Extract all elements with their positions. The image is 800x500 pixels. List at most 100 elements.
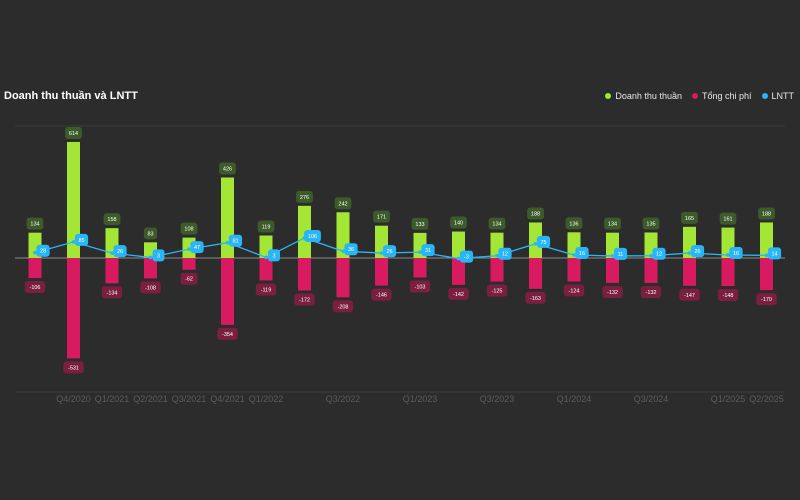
profit-label: 85 <box>78 238 84 244</box>
profit-label: 36 <box>348 247 354 253</box>
profit-point <box>764 253 769 258</box>
revenue-label-bg <box>143 227 158 240</box>
revenue-label-bg <box>411 217 429 230</box>
cost-label-bg <box>63 361 84 374</box>
legend-item-cost[interactable]: Tổng chi phí <box>691 91 752 101</box>
cost-bar <box>259 258 273 281</box>
cost-label: -170 <box>761 297 772 303</box>
profit-label: 16 <box>579 251 585 257</box>
profit-label-bg <box>536 235 551 248</box>
revenue-label-bg <box>219 162 236 175</box>
cost-label: -106 <box>29 285 40 291</box>
revenue-bar <box>529 222 542 258</box>
profit-label: 31 <box>425 248 431 254</box>
cost-label-bg <box>756 293 777 306</box>
profit-label-bg <box>575 246 589 259</box>
revenue-label-bg <box>65 126 82 139</box>
cost-bar <box>105 258 119 284</box>
profit-label: 16 <box>733 251 739 257</box>
legend-label-profit: LNTT <box>771 91 795 101</box>
revenue-label: 242 <box>338 201 347 207</box>
cost-bar <box>28 258 42 279</box>
profit-point <box>495 253 499 258</box>
cost-label: -132 <box>645 290 656 296</box>
profit-label-bg <box>344 243 358 256</box>
cost-label: -132 <box>607 290 618 296</box>
revenue-label: 119 <box>262 225 271 231</box>
profit-label: 28 <box>40 249 46 255</box>
profit-point <box>379 251 384 255</box>
cost-label-bg <box>371 288 392 301</box>
revenue-label: 108 <box>184 227 193 233</box>
profit-label-bg <box>421 244 435 257</box>
cost-label: -142 <box>453 292 464 298</box>
legend-label-cost: Tổng chi phí <box>701 91 752 101</box>
cost-bar <box>67 258 80 359</box>
revenue-label-bg <box>758 207 775 220</box>
cost-label: -354 <box>222 332 233 338</box>
revenue-label-bg <box>681 211 698 224</box>
cost-bar <box>182 258 196 270</box>
cost-label-bg <box>294 293 315 306</box>
x-tick-label: Q1/2024 <box>557 394 592 404</box>
cost-label: -125 <box>491 289 502 295</box>
cost-label: -208 <box>337 304 348 310</box>
profit-point <box>187 247 191 251</box>
profit-label-bg <box>382 245 397 258</box>
revenue-label-bg <box>450 216 467 229</box>
cost-label-bg <box>255 283 277 296</box>
revenue-label-bg <box>334 197 352 210</box>
cost-bar <box>606 258 619 283</box>
profit-point <box>110 251 114 255</box>
profit-label: 3 <box>272 253 275 259</box>
cost-bar <box>413 258 427 278</box>
cost-label: -172 <box>299 298 310 304</box>
cost-bar <box>721 258 735 286</box>
revenue-label: 158 <box>107 217 116 223</box>
cost-label: -119 <box>261 287 272 293</box>
cost-bar <box>644 258 658 283</box>
cost-label: -124 <box>568 288 579 294</box>
profit-label-bg <box>498 247 512 260</box>
x-tick-label: Q1/2021 <box>95 394 130 404</box>
profit-label: 11 <box>618 252 624 258</box>
profit-label: 12 <box>656 252 662 258</box>
profit-label-bg <box>652 247 666 260</box>
x-tick-label: Q4/2020 <box>56 394 91 404</box>
profit-point <box>533 242 538 246</box>
profit-point <box>418 250 422 254</box>
x-tick-label: Q2/2025 <box>749 394 784 404</box>
cost-label-bg <box>332 300 354 313</box>
x-tick-label: Q1/2025 <box>711 394 746 404</box>
revenue-label: 171 <box>377 215 386 221</box>
cost-label-bg <box>101 286 123 299</box>
cost-label: -146 <box>376 293 387 299</box>
cost-bar <box>221 258 234 325</box>
cost-label-bg <box>640 285 662 298</box>
profit-point <box>572 253 576 257</box>
revenue-bar <box>67 141 80 258</box>
profit-label-bg <box>613 247 628 260</box>
profit-point <box>456 256 461 261</box>
profit-label: 26 <box>694 249 700 255</box>
legend-item-profit[interactable]: LNTT <box>761 91 795 101</box>
chart-legend: Doanh thu thuần Tổng chi phí LNTT <box>605 91 794 101</box>
profit-point <box>264 255 268 260</box>
revenue-label-bg <box>642 217 660 230</box>
revenue-label: 276 <box>300 195 309 201</box>
x-tick-label: Q3/2024 <box>634 394 669 404</box>
profit-label: -3 <box>464 255 469 261</box>
cost-label-bg <box>563 284 585 297</box>
revenue-label: 188 <box>762 211 771 217</box>
profit-point <box>649 253 653 258</box>
cost-label-bg <box>717 288 739 301</box>
x-tick-label: Q4/2021 <box>210 394 245 404</box>
cost-label: -108 <box>145 285 156 291</box>
cost-label-bg <box>180 272 198 285</box>
legend-item-revenue[interactable]: Doanh thu thuần <box>605 91 682 101</box>
x-tick-label: Q3/2023 <box>480 394 515 404</box>
cost-label-bg <box>602 285 623 298</box>
cost-label: -147 <box>684 293 695 299</box>
cost-label: -134 <box>106 290 117 296</box>
